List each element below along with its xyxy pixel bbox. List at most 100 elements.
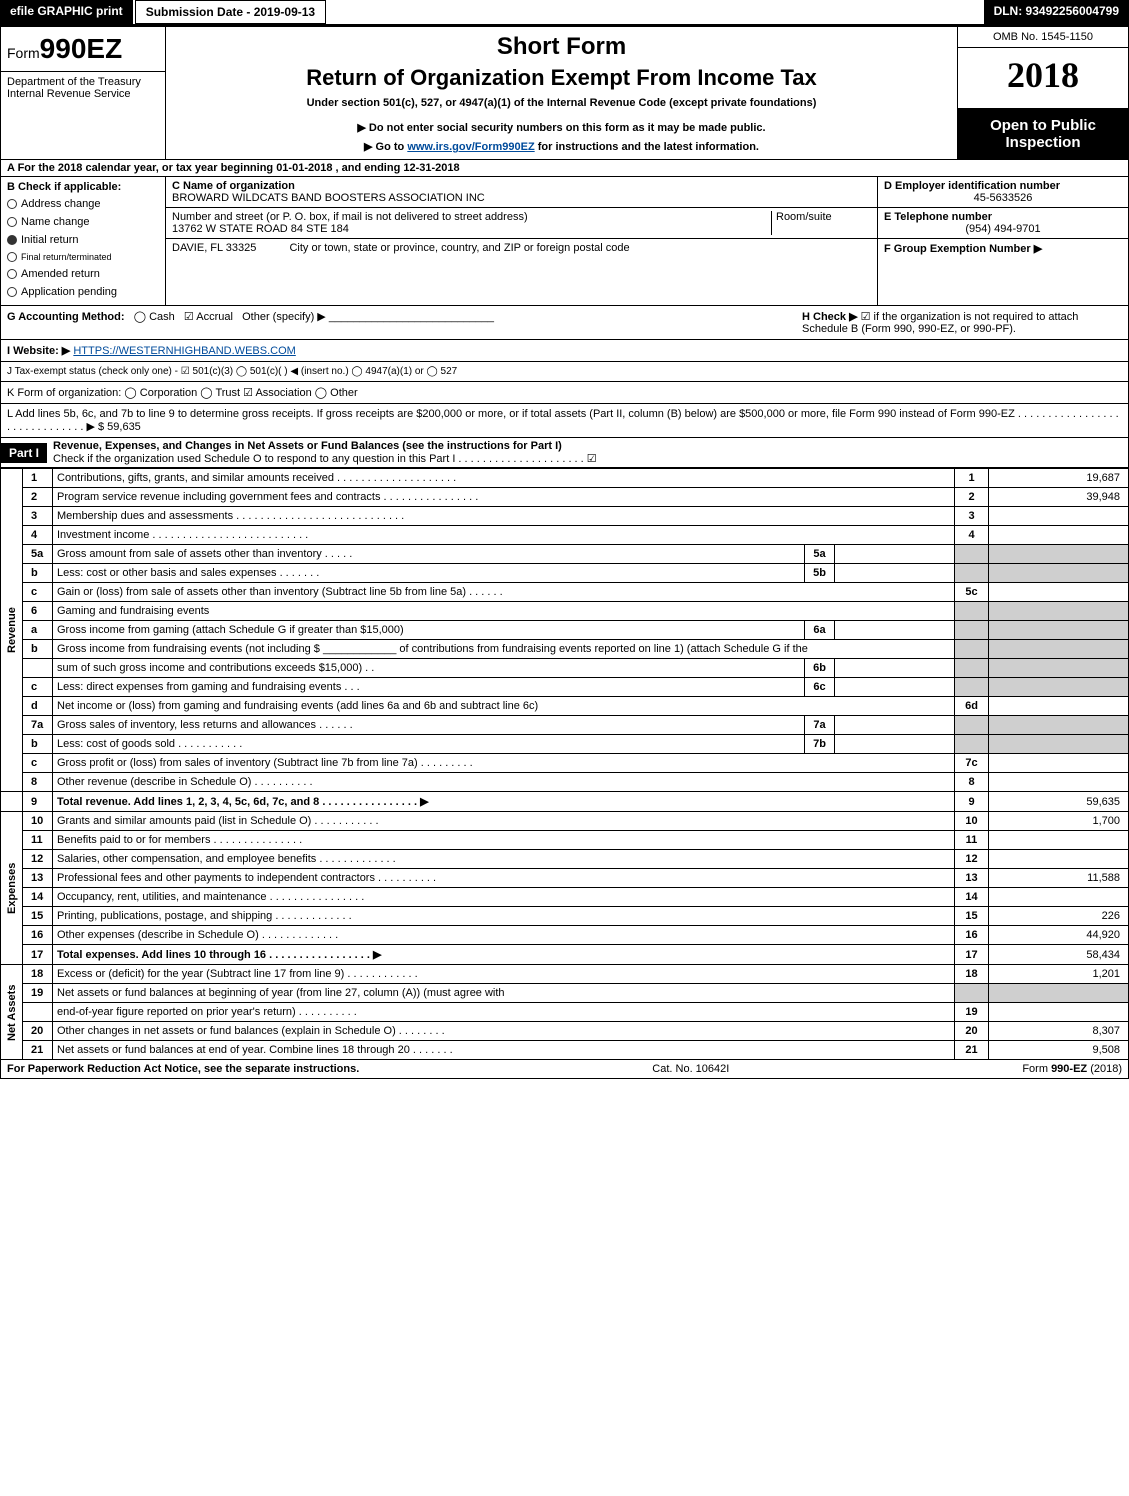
line-box: 8: [955, 773, 989, 792]
inner-val: [835, 716, 955, 735]
line-text: Gross sales of inventory, less returns a…: [53, 716, 805, 735]
expenses-side-label: Expenses: [1, 812, 23, 965]
line-box: 11: [955, 831, 989, 850]
shade-box: [955, 602, 989, 621]
efile-print-button[interactable]: efile GRAPHIC print: [0, 0, 135, 24]
website-link[interactable]: HTTPS://WESTERNHIGHBAND.WEBS.COM: [73, 345, 295, 357]
org-city-cell: DAVIE, FL 33325 City or town, state or p…: [166, 239, 877, 257]
row-i-website: I Website: ▶ HTTPS://WESTERNHIGHBAND.WEB…: [0, 340, 1129, 362]
h-check: H Check ▶ ☑ if the organization is not r…: [802, 310, 1122, 335]
inner-val: [835, 545, 955, 564]
line-box: 15: [955, 907, 989, 926]
g-label: G Accounting Method:: [7, 311, 125, 323]
shade-amount: [989, 716, 1129, 735]
line-text: Less: cost of goods sold . . . . . . . .…: [53, 735, 805, 754]
line-amount: 1,700: [989, 812, 1129, 831]
footer-left: For Paperwork Reduction Act Notice, see …: [7, 1063, 359, 1075]
line-amount: 58,434: [989, 945, 1129, 965]
street-value: 13762 W STATE ROAD 84 STE 184: [172, 223, 771, 235]
checkbox-initial-return[interactable]: Initial return: [7, 231, 159, 249]
shade-box: [955, 545, 989, 564]
checkbox-amended-return[interactable]: Amended return: [7, 265, 159, 283]
inner-val: [835, 659, 955, 678]
circle-icon: [7, 235, 17, 245]
line-box: 17: [955, 945, 989, 965]
line-text: Gross amount from sale of assets other t…: [53, 545, 805, 564]
line-text: Other expenses (describe in Schedule O) …: [53, 926, 955, 945]
street-label: Number and street (or P. O. box, if mail…: [172, 211, 771, 223]
checkbox-final-return[interactable]: Final return/terminated: [7, 249, 159, 265]
line-amount: 1,201: [989, 965, 1129, 984]
d-value: 45-5633526: [884, 192, 1122, 204]
goto-post: for instructions and the latest informat…: [535, 141, 759, 153]
line-amount: [989, 1003, 1129, 1022]
line-text: Less: direct expenses from gaming and fu…: [53, 678, 805, 697]
circle-icon: [7, 217, 17, 227]
line-text: Gross income from fundraising events (no…: [53, 640, 955, 659]
shade-amount: [989, 659, 1129, 678]
line-box: 16: [955, 926, 989, 945]
form-header: Form990EZ Department of the Treasury Int…: [0, 26, 1129, 160]
do-not-enter: ▶ Do not enter social security numbers o…: [176, 121, 947, 134]
submission-date: Submission Date - 2019-09-13: [135, 0, 326, 24]
line-num: 21: [23, 1041, 53, 1060]
cb-label: Address change: [21, 198, 101, 210]
checkbox-name-change[interactable]: Name change: [7, 213, 159, 231]
line-text: Total revenue. Add lines 1, 2, 3, 4, 5c,…: [53, 792, 955, 812]
row-a-calendar-year: A For the 2018 calendar year, or tax yea…: [0, 160, 1129, 177]
inner-num: 5a: [805, 545, 835, 564]
shade-box: [955, 659, 989, 678]
inner-num: 7b: [805, 735, 835, 754]
dept-line1: Department of the Treasury: [7, 76, 159, 88]
line-text: Less: cost or other basis and sales expe…: [53, 564, 805, 583]
irs-link[interactable]: www.irs.gov/Form990EZ: [407, 141, 534, 153]
page-footer: For Paperwork Reduction Act Notice, see …: [0, 1060, 1129, 1079]
f-label: F Group Exemption Number ▶: [884, 242, 1122, 255]
shade-box: [955, 564, 989, 583]
line-num: c: [23, 678, 53, 697]
checkbox-address-change[interactable]: Address change: [7, 195, 159, 213]
line-num: 9: [23, 792, 53, 812]
line-text: Occupancy, rent, utilities, and maintena…: [53, 888, 955, 907]
line-box: 6d: [955, 697, 989, 716]
line-num: 19: [23, 984, 53, 1003]
l-text: L Add lines 5b, 6c, and 7b to line 9 to …: [7, 408, 1119, 433]
line-amount: 9,508: [989, 1041, 1129, 1060]
revenue-side-end: [1, 792, 23, 812]
checkbox-application-pending[interactable]: Application pending: [7, 283, 159, 301]
line-amount: 44,920: [989, 926, 1129, 945]
line-text: Program service revenue including govern…: [53, 488, 955, 507]
open-to-public: Open to Public Inspection: [958, 109, 1128, 159]
line-box: 2: [955, 488, 989, 507]
line-box: 10: [955, 812, 989, 831]
line-num: 12: [23, 850, 53, 869]
org-name: BROWARD WILDCATS BAND BOOSTERS ASSOCIATI…: [172, 192, 871, 204]
line-num: 16: [23, 926, 53, 945]
name-address-block: B Check if applicable: Address change Na…: [0, 177, 1129, 306]
shade-box: [955, 621, 989, 640]
line-amount: 11,588: [989, 869, 1129, 888]
top-left-group: efile GRAPHIC print Submission Date - 20…: [0, 0, 326, 24]
line-text: Professional fees and other payments to …: [53, 869, 955, 888]
inner-val: [835, 564, 955, 583]
line-text: Net income or (loss) from gaming and fun…: [53, 697, 955, 716]
footer-mid: Cat. No. 10642I: [652, 1063, 729, 1075]
line-num: 8: [23, 773, 53, 792]
line-box: 13: [955, 869, 989, 888]
tax-year: 2018: [958, 48, 1128, 109]
e-phone: E Telephone number (954) 494-9701: [878, 208, 1128, 239]
d-label: D Employer identification number: [884, 180, 1122, 192]
line-amount: [989, 583, 1129, 602]
top-bar: efile GRAPHIC print Submission Date - 20…: [0, 0, 1129, 26]
line-text: Investment income . . . . . . . . . . . …: [53, 526, 955, 545]
shade-amount: [989, 678, 1129, 697]
goto-line: ▶ Go to www.irs.gov/Form990EZ for instru…: [176, 140, 947, 153]
line-num: 11: [23, 831, 53, 850]
line-text: Salaries, other compensation, and employ…: [53, 850, 955, 869]
inner-num: 5b: [805, 564, 835, 583]
h-label: H Check ▶: [802, 311, 858, 323]
line9-bold: Total revenue. Add lines 1, 2, 3, 4, 5c,…: [57, 796, 429, 808]
part1-check: Check if the organization used Schedule …: [53, 453, 597, 465]
line-box: 19: [955, 1003, 989, 1022]
footer-right: Form 990-EZ (2018): [1022, 1063, 1122, 1075]
